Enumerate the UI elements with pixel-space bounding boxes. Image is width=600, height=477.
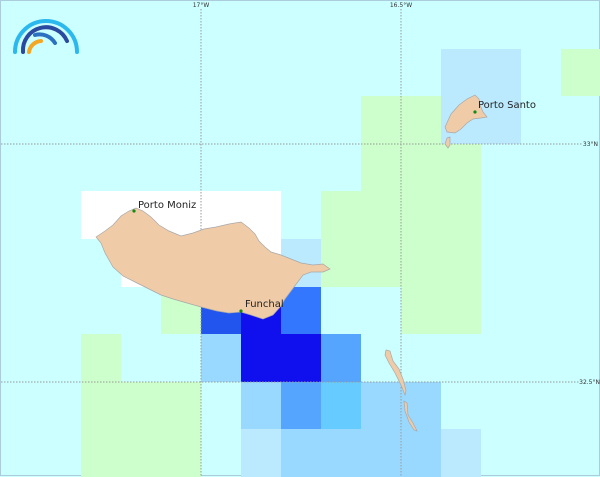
funchal-marker xyxy=(239,309,243,313)
grid-cell xyxy=(401,287,441,334)
brand-logo xyxy=(13,19,79,54)
grid-cell xyxy=(361,382,401,429)
grid-cell xyxy=(441,191,481,239)
grid-cell xyxy=(441,239,481,287)
lat-label-33n: 33°N xyxy=(583,141,598,148)
grid-cell xyxy=(441,49,481,96)
grid-cell xyxy=(401,382,441,429)
grid-cell xyxy=(161,429,201,477)
grid-cell xyxy=(121,382,161,429)
grid-cell xyxy=(401,191,441,239)
madeira-island xyxy=(95,207,331,320)
grid-cell xyxy=(361,429,401,477)
grid-cell xyxy=(81,382,121,429)
logo-middle-arc xyxy=(20,25,69,54)
grid-cell xyxy=(401,239,441,287)
logo-inner-arc xyxy=(33,32,57,45)
grid-cell xyxy=(281,334,321,382)
bugio-island xyxy=(403,400,418,432)
grid-cell xyxy=(401,429,441,477)
grid-cell xyxy=(441,144,481,191)
grid-cell xyxy=(321,429,361,477)
place-markers xyxy=(132,110,477,313)
deserta-grande-island xyxy=(384,349,407,397)
grid-cell xyxy=(321,239,361,287)
grid-cell xyxy=(201,334,241,382)
grid-cell xyxy=(481,96,521,144)
grid-cell xyxy=(121,429,161,477)
grid-cell xyxy=(361,239,401,287)
grid-cell xyxy=(281,429,321,477)
grid-cell xyxy=(401,144,441,191)
lat-label-32-5n: 32.5°N xyxy=(579,379,600,386)
grid-cell xyxy=(161,382,201,429)
porto-moniz-marker xyxy=(132,209,136,213)
grid-cell xyxy=(321,334,361,382)
grid-cell xyxy=(441,429,481,477)
place-label-porto-santo[interactable]: Porto Santo xyxy=(478,100,536,111)
porto-santo-island xyxy=(444,94,488,134)
grid-cell xyxy=(281,382,321,429)
grid-cell xyxy=(561,49,600,96)
place-label-porto-moniz[interactable]: Porto Moniz xyxy=(138,200,196,211)
logo-outer-arc xyxy=(13,19,79,54)
porto-santo-islet xyxy=(444,136,451,149)
place-label-funchal[interactable]: Funchal xyxy=(245,299,284,310)
grid-cell xyxy=(361,144,401,191)
land xyxy=(95,94,488,432)
grid-cell xyxy=(441,287,481,334)
grid-cell xyxy=(241,429,281,477)
grid-cell xyxy=(241,334,281,382)
lon-label-17w: 17°W xyxy=(193,2,210,9)
grid-cell xyxy=(321,191,361,239)
grid-cell xyxy=(361,96,401,144)
grid-cell xyxy=(361,191,401,239)
data-grid xyxy=(81,49,600,477)
grid-cell xyxy=(481,49,521,96)
grid-cell xyxy=(321,382,361,429)
grid-cell xyxy=(401,96,441,144)
grid-cell xyxy=(241,382,281,429)
grid-cell xyxy=(81,429,121,477)
porto-santo-marker xyxy=(473,110,477,114)
grid-cell xyxy=(81,334,121,382)
logo-sun-arc xyxy=(27,39,43,54)
lon-label-16-5w: 16.5°W xyxy=(390,2,412,9)
